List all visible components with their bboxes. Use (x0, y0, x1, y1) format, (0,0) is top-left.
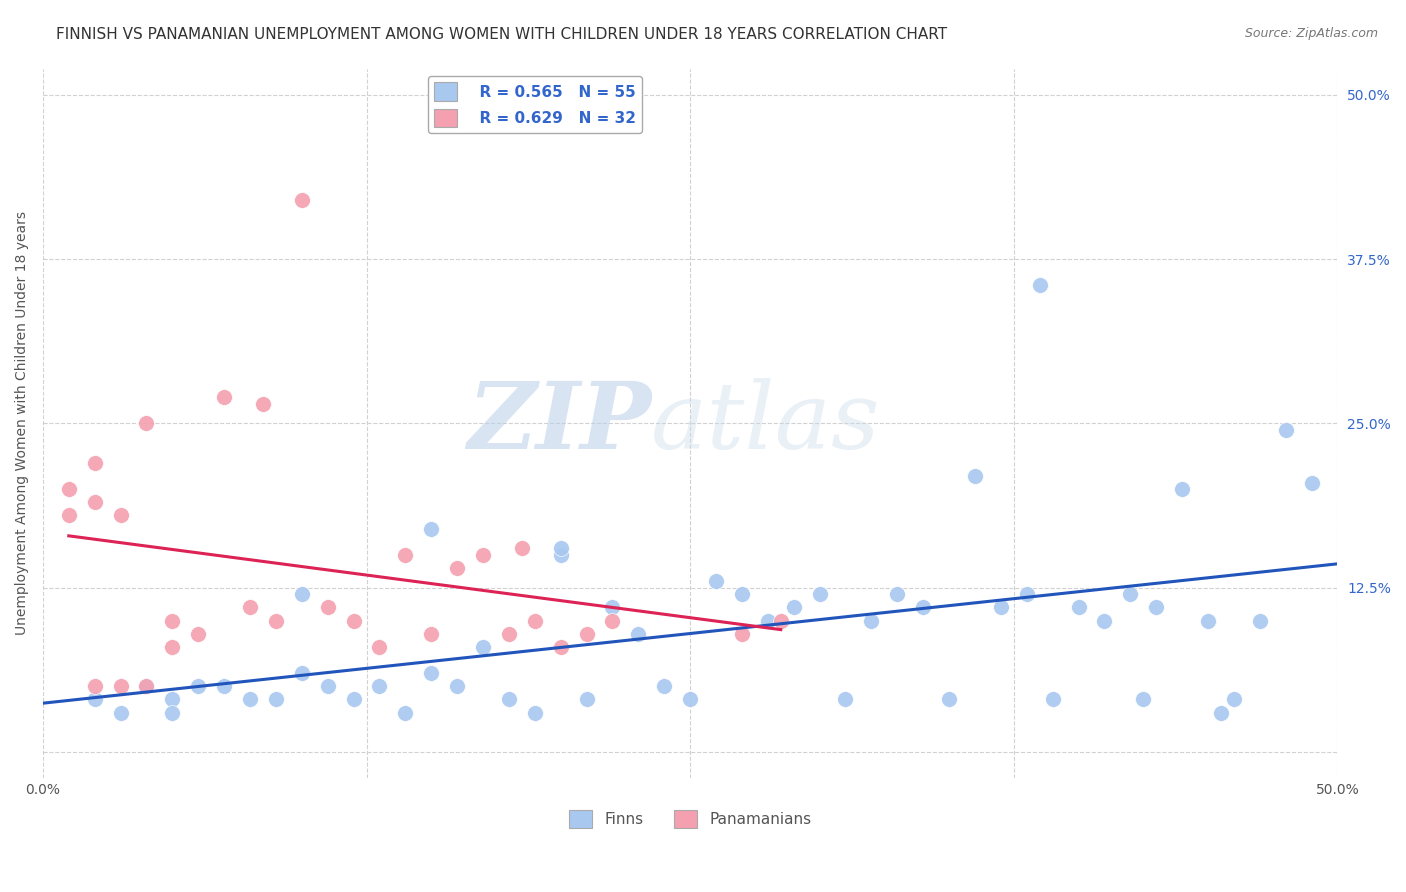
Point (239, 692, 262, 706)
Point (394, 706, 416, 720)
Legend: Finns, Panamanians: Finns, Panamanians (562, 804, 817, 834)
Point (498, 692, 520, 706)
Point (860, 614, 883, 628)
Point (808, 587, 831, 601)
Text: Source: ZipAtlas.com: Source: ZipAtlas.com (1244, 27, 1378, 40)
Point (472, 640, 495, 654)
Point (1249, 614, 1271, 628)
Point (420, 522, 443, 536)
Point (264, 614, 287, 628)
Point (83, 495, 105, 509)
Point (135, 417, 157, 431)
Point (58, 508, 80, 523)
Point (731, 626, 754, 640)
Point (523, 706, 546, 720)
Point (963, 469, 986, 483)
Point (1223, 692, 1246, 706)
Point (110, 706, 132, 720)
Point (1119, 587, 1142, 601)
Point (575, 692, 598, 706)
Point (252, 397, 274, 411)
Point (834, 692, 856, 706)
Point (342, 614, 364, 628)
Text: FINNISH VS PANAMANIAN UNEMPLOYMENT AMONG WOMEN WITH CHILDREN UNDER 18 YEARS CORR: FINNISH VS PANAMANIAN UNEMPLOYMENT AMONG… (56, 27, 948, 42)
Point (550, 548, 572, 562)
Point (602, 600, 624, 615)
Point (83, 456, 105, 470)
Point (83, 692, 105, 706)
Point (1274, 423, 1296, 437)
Point (602, 614, 624, 628)
Point (368, 679, 391, 693)
Point (1028, 278, 1050, 293)
Point (420, 666, 443, 681)
Point (162, 640, 184, 654)
Point (704, 574, 727, 588)
Point (627, 626, 650, 640)
Point (886, 587, 908, 601)
Point (187, 679, 209, 693)
Point (291, 587, 314, 601)
Point (1042, 692, 1064, 706)
Point (783, 600, 806, 615)
Point (239, 600, 262, 615)
Point (110, 679, 132, 693)
Point (575, 626, 598, 640)
Point (420, 626, 443, 640)
Point (472, 548, 495, 562)
Point (550, 640, 572, 654)
Point (291, 193, 314, 207)
Point (83, 679, 105, 693)
Point (1197, 614, 1219, 628)
Point (679, 692, 702, 706)
Point (652, 679, 675, 693)
Point (912, 600, 935, 615)
Y-axis label: Unemployment Among Women with Children Under 18 years: Unemployment Among Women with Children U… (15, 211, 30, 635)
Point (1209, 706, 1232, 720)
Point (498, 626, 520, 640)
Point (523, 614, 546, 628)
Point (1092, 614, 1115, 628)
Point (510, 541, 533, 556)
Text: ZIP: ZIP (467, 378, 651, 468)
Point (342, 692, 364, 706)
Point (938, 692, 960, 706)
Point (550, 541, 572, 556)
Point (1015, 587, 1038, 601)
Point (316, 600, 339, 615)
Point (58, 482, 80, 496)
Point (731, 587, 754, 601)
Point (316, 679, 339, 693)
Point (446, 561, 468, 575)
Point (162, 614, 184, 628)
Point (394, 548, 416, 562)
Point (264, 692, 287, 706)
Point (162, 706, 184, 720)
Point (187, 626, 209, 640)
Point (162, 692, 184, 706)
Point (1301, 475, 1323, 490)
Point (135, 679, 157, 693)
Point (1171, 482, 1194, 496)
Point (756, 614, 779, 628)
Point (769, 614, 792, 628)
Point (212, 390, 235, 404)
Point (110, 508, 132, 523)
Point (212, 679, 235, 693)
Point (135, 679, 157, 693)
Point (1132, 692, 1154, 706)
Point (990, 600, 1012, 615)
Point (291, 666, 314, 681)
Point (1144, 600, 1167, 615)
Text: atlas: atlas (651, 378, 880, 468)
Point (368, 640, 391, 654)
Point (446, 679, 468, 693)
Point (1067, 600, 1090, 615)
